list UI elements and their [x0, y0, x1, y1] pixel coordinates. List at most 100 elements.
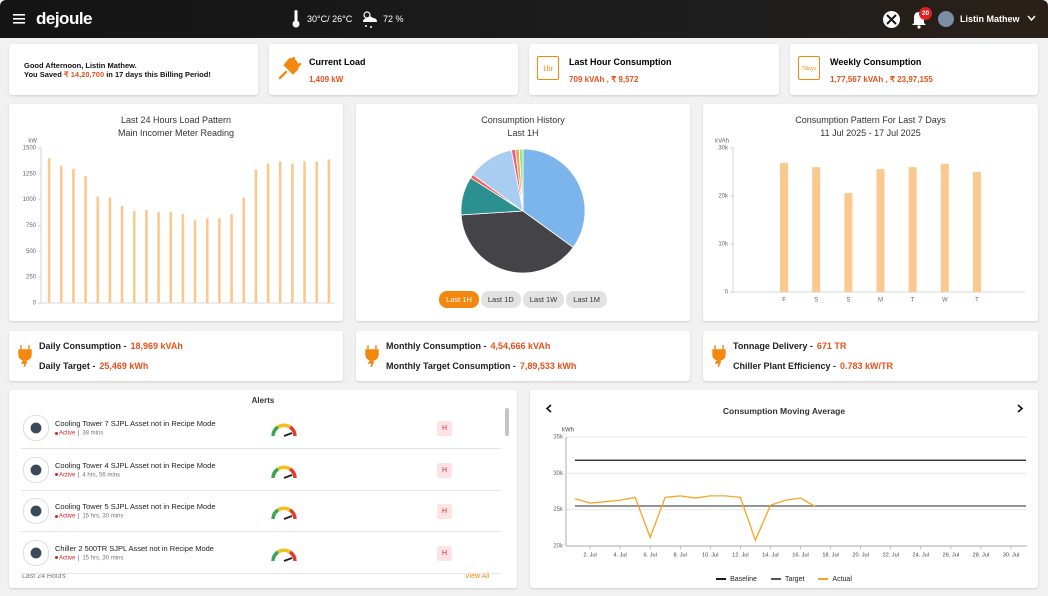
legend: Baseline Target Actual — [530, 567, 1038, 585]
view-all-link[interactable]: View All — [465, 573, 490, 580]
bar — [84, 175, 87, 303]
legend-item: Baseline — [716, 576, 757, 583]
pie-chart-card: Consumption History Last 1H Last 1H Last … — [356, 104, 690, 321]
alert-status: Active — [59, 555, 76, 562]
bar — [72, 168, 75, 303]
y-tick-label: 1500 — [23, 146, 37, 152]
tools-icon[interactable] — [883, 11, 900, 28]
period-button[interactable]: Last 1H — [439, 291, 479, 308]
period-button[interactable]: Last 1D — [480, 291, 521, 308]
alert-item[interactable]: Cooling Tower 4 SJPL Asset not in Recipe… — [21, 452, 501, 491]
x-tick-label: 4. Jul — [613, 552, 626, 558]
summary-line: Daily Target -25,469 kWh — [39, 361, 148, 371]
chart-title: Consumption Pattern For Last 7 Days — [795, 115, 946, 125]
gauge-icon — [271, 506, 297, 520]
chart-title: Last 24 Hours Load Pattern — [120, 115, 232, 125]
y-tick-label: 750 — [26, 223, 37, 229]
bar — [120, 205, 124, 303]
bar — [291, 163, 294, 303]
pie-slice — [522, 148, 586, 249]
summary-card: Tonnage Delivery -671 TR Chiller Plant Ef… — [703, 331, 1038, 381]
bar — [230, 214, 233, 303]
legend-item: Actual — [818, 576, 852, 583]
scrollbar[interactable] — [505, 408, 509, 436]
period-button[interactable]: Last 1W — [522, 291, 565, 308]
thermometer-icon — [292, 10, 300, 28]
bar — [315, 161, 319, 303]
bar — [303, 161, 306, 303]
kpi-title: Current Load — [309, 57, 366, 67]
weather-icon — [363, 11, 377, 28]
hour-icon: 1hr — [537, 56, 559, 80]
summary-value: 4,54,666 kVAh — [490, 341, 551, 351]
alert-item[interactable]: Cooling Tower 5 SJPL Asset not in Recipe… — [21, 493, 501, 532]
avatar[interactable] — [938, 11, 954, 27]
prev-arrow[interactable] — [545, 404, 553, 413]
y-tick-label: 30k — [553, 471, 564, 477]
x-tick-label: 28. Jul — [973, 552, 989, 558]
x-tick-label: 14. Jul — [762, 552, 778, 558]
chart-subtitle: 11 Jul 2025 - 17 Jul 2025 — [820, 128, 921, 138]
alert-status: Active — [59, 472, 76, 479]
alert-text: Cooling Tower 5 SJPL Asset not in Recipe… — [55, 502, 216, 511]
bar — [218, 218, 221, 303]
summary-line: Chiller Plant Efficiency -0.783 kW/TR — [733, 361, 893, 371]
x-tick-label: T — [911, 298, 915, 304]
alert-meta: Active 4 hrs, 56 mins — [55, 471, 121, 479]
alert-status: Active — [59, 513, 76, 520]
y-tick-label: 1250 — [23, 171, 37, 177]
logo[interactable]: dejoule — [36, 9, 93, 28]
priority-badge: H — [437, 545, 452, 561]
alert-item[interactable]: Chiller 2 500TR SJPL Asset not in Recipe… — [21, 535, 501, 574]
alerts-panel: Alerts Last 24 Hours View All Cooling To… — [9, 390, 517, 588]
bar — [908, 167, 917, 292]
priority-badge: H — [437, 504, 452, 519]
user-dropdown[interactable] — [1027, 15, 1036, 22]
summary-label: Chiller Plant Efficiency - — [733, 361, 837, 371]
alert-status: Active — [59, 430, 76, 437]
legend-swatch — [716, 578, 727, 580]
pie-slice — [460, 210, 574, 274]
load-chart: kW 0 250 500 750 1000 1250 1500 — [23, 139, 335, 307]
x-tick-label: 10. Jul — [702, 552, 718, 558]
summary-value: 18,969 kVAh — [130, 341, 183, 351]
bar — [157, 212, 160, 303]
pie-slice — [518, 148, 524, 212]
bar — [132, 211, 136, 303]
x-tick-label: 30. Jul — [1003, 552, 1019, 558]
kpi-value: 709 kVAh , ₹ 9,572 — [569, 75, 639, 84]
separator — [78, 554, 80, 561]
x-tick-label: 26. Jul — [943, 552, 959, 558]
y-axis-label: kWh — [562, 428, 574, 434]
next-arrow[interactable] — [1016, 404, 1024, 413]
summary-label: Daily Target - — [39, 361, 96, 371]
alert-time: 4 hrs, 56 mins — [82, 472, 121, 479]
y-tick-label: 500 — [26, 249, 37, 255]
x-tick-label: M — [878, 298, 883, 304]
alert-text: Chiller 2 500TR SJPL Asset not in Recipe… — [55, 543, 214, 553]
y-tick-label: 1000 — [23, 197, 37, 203]
user-name[interactable]: Listin Mathew — [960, 14, 1020, 24]
x-tick-label: 8. Jul — [674, 552, 687, 558]
status-dot — [55, 556, 58, 559]
alert-time: 15 hrs, 30 mins — [82, 513, 124, 520]
alerts-footer: Last 24 Hours — [22, 573, 66, 580]
summary-line: Tonnage Delivery -671 TR — [733, 341, 846, 351]
summary-label: Tonnage Delivery - — [733, 341, 813, 351]
period-button[interactable]: Last 1M — [566, 291, 607, 308]
summary-card: Monthly Consumption -4,54,666 kVAh Monthl… — [356, 331, 690, 381]
x-tick-label: 6. Jul — [643, 552, 656, 558]
chart-title: Consumption History — [481, 115, 565, 125]
alert-meta: Active 15 hrs, 30 mins — [55, 513, 123, 520]
y-tick-label: 10k — [718, 242, 729, 248]
menu-icon[interactable] — [13, 14, 25, 24]
x-tick-label: 2. Jul — [583, 552, 596, 558]
x-tick-label: S — [846, 298, 850, 304]
asset-icon — [23, 539, 49, 566]
kpi-title: Last Hour Consumption — [569, 57, 672, 67]
summary-label: Monthly Consumption - — [386, 341, 487, 351]
moving-average-chart: kWh 20k 25k 30k 35k 2. Jul 4. Jul 6. Jul 8. Jul 1… — [553, 428, 1027, 558]
y-tick-label: 20k — [553, 544, 564, 550]
moving-average-card: Consumption Moving Average kWh 20k 25k 30k 3… — [530, 390, 1038, 588]
alert-item[interactable]: Cooling Tower 7 SJPL Asset not in Recipe… — [21, 410, 501, 449]
